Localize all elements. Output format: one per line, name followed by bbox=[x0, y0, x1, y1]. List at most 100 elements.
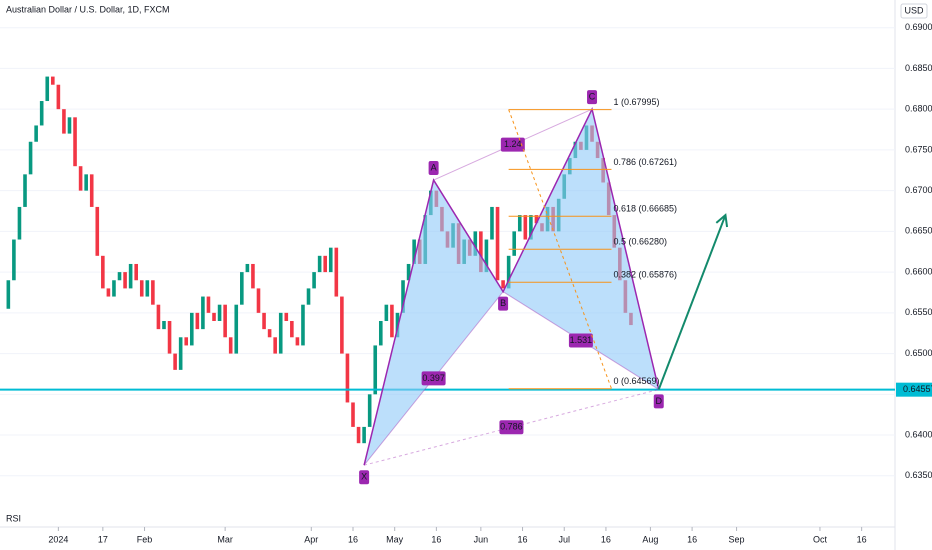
candle-body bbox=[378, 320, 383, 346]
candle-body bbox=[212, 312, 216, 321]
candle-body bbox=[39, 101, 44, 126]
candle-body bbox=[490, 206, 494, 240]
point-box bbox=[587, 90, 598, 105]
candle-body bbox=[45, 76, 50, 102]
candle-body bbox=[78, 166, 83, 191]
candle-body bbox=[245, 263, 250, 273]
candle-body bbox=[512, 231, 517, 256]
x-tick-label: Apr bbox=[304, 534, 318, 544]
point-box bbox=[498, 296, 509, 311]
candle-body bbox=[151, 280, 155, 305]
candle-body bbox=[317, 255, 322, 273]
candle-body bbox=[251, 263, 255, 289]
candle-body bbox=[390, 304, 394, 338]
candle-body bbox=[479, 231, 483, 273]
fib-label: 0.5 (0.66280) bbox=[613, 237, 667, 247]
x-tick-label: 16 bbox=[857, 534, 867, 544]
candle-body bbox=[323, 255, 328, 273]
candle-body bbox=[101, 255, 105, 289]
candle-body bbox=[134, 263, 138, 281]
x-tick-label: May bbox=[386, 534, 404, 544]
candle-body bbox=[290, 320, 294, 338]
candle-body bbox=[23, 174, 27, 207]
fib-label: 1 (0.67995) bbox=[613, 97, 659, 107]
candle-body bbox=[56, 84, 61, 110]
candle-body bbox=[523, 215, 528, 240]
candle-body bbox=[384, 304, 389, 321]
indicator-label: RSI bbox=[6, 513, 21, 523]
candle-body bbox=[273, 337, 277, 354]
candle-body bbox=[12, 239, 16, 281]
candle-body bbox=[501, 280, 505, 289]
candle-body bbox=[345, 353, 350, 403]
candle-body bbox=[401, 280, 405, 313]
candle-body bbox=[473, 231, 478, 256]
point-label: X bbox=[361, 472, 367, 482]
candle-body bbox=[262, 312, 266, 330]
candle-body bbox=[62, 109, 66, 134]
ratio-label: 1.24 bbox=[504, 139, 522, 149]
fib-label: 0 (0.64569) bbox=[613, 376, 659, 386]
candle-body bbox=[256, 288, 261, 313]
candle-body bbox=[73, 117, 77, 167]
x-tick-label: 16 bbox=[348, 534, 358, 544]
candle-body bbox=[367, 394, 372, 427]
candle-body bbox=[356, 426, 361, 444]
point-label: D bbox=[655, 396, 662, 406]
candle-body bbox=[278, 312, 283, 354]
point-box bbox=[653, 394, 664, 409]
ratio-label: 0.397 bbox=[422, 373, 445, 383]
candle-body bbox=[534, 215, 539, 224]
candle-body bbox=[306, 288, 311, 305]
support-price-box bbox=[896, 382, 932, 397]
candle-body bbox=[67, 117, 72, 134]
point-label: C bbox=[589, 92, 596, 102]
point-box bbox=[359, 470, 370, 485]
candle-body bbox=[34, 125, 38, 142]
x-tick-label: 16 bbox=[687, 534, 697, 544]
candle-body bbox=[167, 320, 172, 354]
support-price-label: 0.64557 bbox=[903, 384, 932, 394]
x-tick-label: 16 bbox=[431, 534, 441, 544]
ratio-label: 0.786 bbox=[500, 422, 523, 432]
ratio-box bbox=[499, 420, 524, 435]
candle-body bbox=[328, 247, 333, 273]
candle-body bbox=[240, 272, 244, 305]
ratio-box bbox=[500, 137, 525, 152]
candle-body bbox=[351, 402, 355, 427]
candle-body bbox=[195, 312, 200, 330]
candle-body bbox=[340, 296, 344, 354]
candle-body bbox=[51, 76, 55, 85]
point-box bbox=[428, 161, 439, 176]
currency-box[interactable] bbox=[900, 3, 928, 19]
x-tick-label: Mar bbox=[217, 534, 233, 544]
fib-trend bbox=[508, 109, 612, 389]
ratio-box bbox=[568, 333, 593, 348]
x-tick-label: 17 bbox=[98, 534, 108, 544]
y-tick-label: 0.69000 bbox=[905, 22, 932, 32]
pattern-line bbox=[363, 106, 660, 466]
candle-body bbox=[362, 426, 366, 444]
candle-body bbox=[139, 280, 144, 297]
candle-body bbox=[201, 296, 205, 330]
candle-body bbox=[301, 304, 305, 346]
candle-body bbox=[206, 296, 211, 313]
candle-body bbox=[406, 263, 411, 281]
x-tick-label: Oct bbox=[813, 534, 828, 544]
candle-body bbox=[156, 304, 161, 330]
projection-arrow bbox=[657, 214, 727, 390]
candle-body bbox=[529, 215, 533, 240]
candle-body bbox=[312, 272, 316, 289]
candle-body bbox=[373, 345, 378, 395]
point-label: A bbox=[431, 162, 437, 172]
ratio-box bbox=[421, 371, 446, 386]
fib-label: 0.786 (0.67261) bbox=[613, 157, 677, 167]
candle-body bbox=[217, 304, 222, 321]
